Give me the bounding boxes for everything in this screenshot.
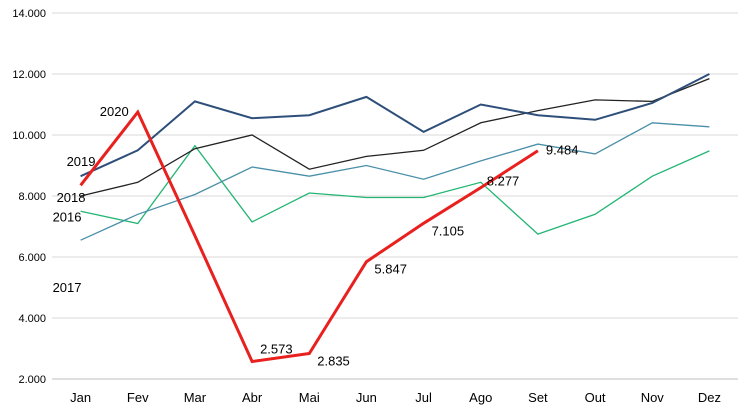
series-label-2018: 2018: [57, 190, 86, 205]
series-lines: [79, 73, 710, 364]
y-tick-label: 10.000: [12, 130, 46, 142]
series-label-2017: 2017: [53, 280, 82, 295]
series-line-2016: [80, 144, 710, 235]
series-label-2016: 2016: [53, 209, 82, 224]
x-tick-label-dez: Dez: [698, 390, 721, 405]
x-tick-label-mai: Mai: [299, 390, 320, 405]
gridlines: [52, 12, 738, 380]
series-label-2019: 2019: [67, 154, 96, 169]
series-line-2020: [79, 109, 539, 364]
data-label-set: 9.484: [546, 143, 579, 158]
data-label-ago: 8.277: [487, 174, 520, 189]
y-tick-label: 4.000: [18, 313, 46, 325]
series-line-2018: [80, 77, 710, 197]
x-tick-label-jul: Jul: [415, 390, 432, 405]
series-labels: 2016 2017 2018 2019 2020: [53, 104, 129, 295]
x-tick-label-fev: Fev: [127, 390, 149, 405]
x-tick-label-jan: Jan: [70, 390, 91, 405]
y-tick-label: 8.000: [18, 191, 46, 203]
series-line-2019: [80, 73, 710, 178]
y-axis-ticks: 2.000 4.000 6.000 8.000 10.000 12.000 14.000: [12, 8, 46, 386]
x-tick-label-jun: Jun: [356, 390, 377, 405]
series-line-2017: [80, 122, 710, 241]
y-tick-label: 6.000: [18, 252, 46, 264]
x-tick-label-out: Out: [585, 390, 606, 405]
series-label-2020: 2020: [100, 104, 129, 119]
x-tick-label-abr: Abr: [242, 390, 263, 405]
data-label-mai: 2.835: [317, 354, 350, 369]
x-tick-label-mar: Mar: [184, 390, 207, 405]
x-tick-label-nov: Nov: [641, 390, 665, 405]
data-labels: 2.573 2.835 5.847 7.105 8.277 9.484: [260, 143, 578, 369]
x-tick-label-set: Set: [528, 390, 548, 405]
y-tick-label: 12.000: [12, 69, 46, 81]
x-tick-label-ago: Ago: [469, 390, 492, 405]
y-tick-label: 14.000: [12, 8, 46, 20]
y-tick-label: 2.000: [18, 374, 46, 386]
data-label-jun: 5.847: [374, 262, 407, 277]
x-axis-ticks: Jan Fev Mar Abr Mai Jun Jul Ago Set Out Nov Dez: [70, 390, 721, 405]
data-label-abr: 2.573: [260, 342, 293, 357]
data-label-jul: 7.105: [432, 223, 465, 238]
